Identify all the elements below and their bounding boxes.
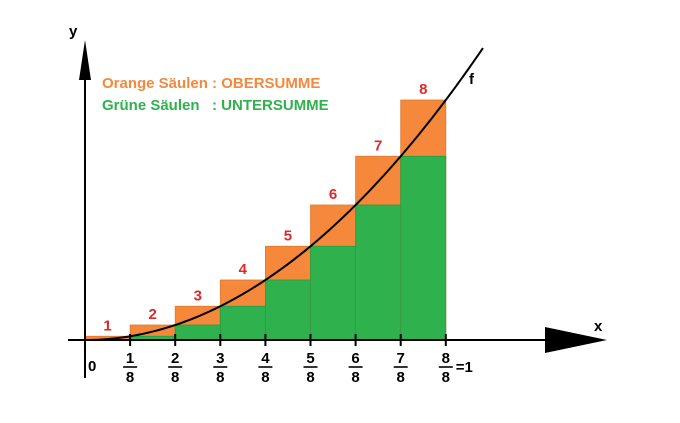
x-tick-denominator: 8 xyxy=(126,369,134,386)
x-tick-denominator: 8 xyxy=(397,369,405,386)
rect-index-label: 2 xyxy=(148,306,156,323)
rect-index-label: 5 xyxy=(284,227,292,244)
lower-sum-bar xyxy=(174,324,221,341)
x-tick-suffix: =1 xyxy=(456,359,473,376)
lower-sum-bar xyxy=(219,305,266,341)
rect-index-label: 4 xyxy=(239,261,248,278)
lower-sum-bar xyxy=(355,204,402,341)
rect-index-label: 7 xyxy=(374,137,382,154)
bars-group xyxy=(84,99,447,341)
x-tick-numerator: 6 xyxy=(351,350,359,367)
function-curve xyxy=(84,47,484,341)
rect-index-label: 6 xyxy=(329,186,337,203)
x-ticks-group: 1 8 2 8 3 8 4 8 5 8 6 8 7 8 8 8 =1 xyxy=(123,334,473,386)
x-tick-denominator: 8 xyxy=(216,369,224,386)
x-tick-numerator: 8 xyxy=(442,350,450,367)
origin-label: 0 xyxy=(88,358,96,375)
lower-sum-bar xyxy=(310,245,356,341)
x-tick-numerator: 7 xyxy=(397,350,405,367)
axes-group xyxy=(68,40,607,378)
y-axis-label: y xyxy=(69,23,78,40)
y-axis-arrowhead xyxy=(79,40,91,80)
lower-sum-bar xyxy=(264,279,311,341)
rect-index-label: 3 xyxy=(194,287,202,304)
x-tick-denominator: 8 xyxy=(171,369,179,386)
x-tick-numerator: 1 xyxy=(126,350,134,367)
x-tick-denominator: 8 xyxy=(442,369,450,386)
rect-index-label: 8 xyxy=(419,81,427,98)
x-tick-denominator: 8 xyxy=(261,369,269,386)
x-axis-arrowhead xyxy=(545,327,607,353)
legend-lower-sum: Grüne Säulen : UNTERSUMME xyxy=(102,97,329,114)
x-tick-numerator: 3 xyxy=(216,350,224,367)
x-tick-denominator: 8 xyxy=(351,369,359,386)
rect-labels-group: 1 2 3 4 5 6 7 8 xyxy=(103,81,427,334)
x-tick-numerator: 5 xyxy=(306,350,314,367)
x-tick-numerator: 4 xyxy=(261,350,270,367)
legend-upper-sum: Orange Säulen : OBERSUMME xyxy=(102,75,320,92)
x-tick-denominator: 8 xyxy=(306,369,314,386)
x-axis-label: x xyxy=(594,318,603,335)
function-label: f xyxy=(469,71,475,88)
x-tick-numerator: 2 xyxy=(171,350,179,367)
rect-index-label: 1 xyxy=(103,317,111,334)
lower-sum-bar xyxy=(400,155,447,341)
